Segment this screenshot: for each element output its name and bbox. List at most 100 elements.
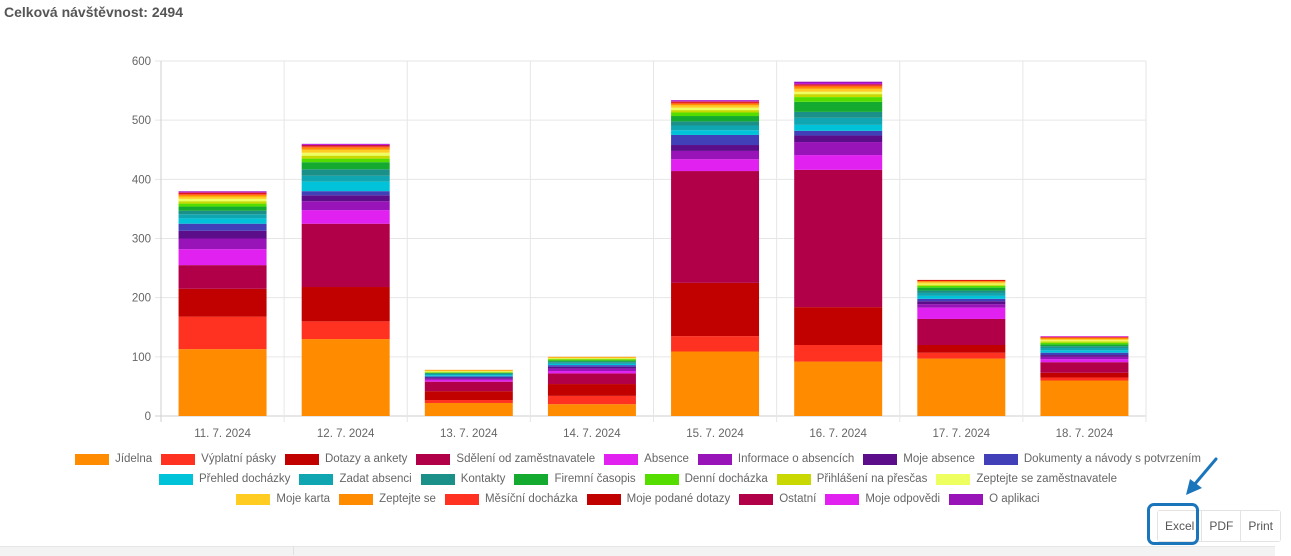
bar-segment [547, 373, 636, 385]
table-column-divider [293, 546, 294, 555]
legend-item[interactable]: Ostatní [739, 493, 816, 505]
bar-segment [917, 304, 1006, 308]
legend-label: Kontakty [460, 473, 506, 485]
bar-segment [917, 287, 1006, 291]
bar-segment [178, 192, 267, 194]
legend-item[interactable]: Výplatní pásky [161, 453, 276, 465]
bar-segment [178, 192, 267, 193]
bar-segment [178, 191, 267, 193]
bar-segment [547, 360, 636, 362]
bar-segment [547, 404, 636, 416]
legend-row: Moje karta Zeptejte se Měsíční docházka Moj… [138, 489, 1138, 509]
bar-segment [301, 149, 390, 153]
bar-segment [917, 307, 1006, 319]
bar-segment [671, 100, 760, 102]
bar-segment [794, 91, 883, 95]
bar-segment [1040, 380, 1129, 416]
bar-segment [178, 230, 267, 239]
legend-swatch [444, 493, 479, 505]
bar-segment [917, 284, 1006, 286]
bar-segment [1040, 342, 1129, 345]
legend-item[interactable]: Absence [604, 453, 689, 465]
bar-segment [178, 201, 267, 204]
bar-segment [917, 292, 1006, 296]
legend-label: Jídelna [115, 453, 153, 465]
bar-segment [917, 352, 1006, 359]
legend-label: Zadat absenci [339, 473, 412, 485]
excel-export-button[interactable]: Excel [1158, 511, 1203, 541]
legend-item[interactable]: Dokumenty a návody s potvrzením [983, 453, 1201, 465]
bar-segment [671, 171, 760, 283]
bar-segment [794, 101, 883, 112]
bar-segment [917, 283, 1006, 285]
legend-item[interactable]: Zeptejte se [339, 493, 436, 505]
bar-segment [547, 359, 636, 361]
legend-item[interactable]: Jídelna [75, 453, 152, 465]
legend-swatch [416, 453, 451, 465]
legend-item[interactable]: Dotazy a ankety [284, 453, 407, 465]
bar-segment [671, 110, 760, 113]
bar-segment [178, 214, 267, 219]
bar-segment [794, 84, 883, 86]
legend-item[interactable]: Denní docházka [644, 473, 768, 485]
legend-item[interactable]: Kontakty [420, 473, 506, 485]
legend-item[interactable]: Zadat absenci [299, 473, 412, 485]
bar-segment [301, 175, 390, 182]
bar-segment [424, 376, 513, 378]
bar-segment [671, 107, 760, 111]
bar-segment [671, 121, 760, 126]
bar-segment [424, 371, 513, 372]
y-tick-label: 300 [132, 234, 151, 246]
bar-segment [424, 400, 513, 403]
legend-label: Moje karta [276, 493, 331, 505]
bar-segment [671, 100, 760, 101]
print-button[interactable]: Print [1241, 511, 1281, 541]
legend-item[interactable]: Firemní časopis [514, 473, 636, 485]
bar-segment [671, 102, 760, 104]
legend-item[interactable]: Přihlášení na přesčas [776, 473, 928, 485]
page-title: Celková návštěvnost: 2494 [4, 4, 183, 20]
bar-segment [178, 194, 267, 197]
bar-segment [178, 218, 267, 224]
bar-segment [1040, 346, 1129, 348]
bar-segment [424, 373, 513, 376]
legend-swatch [299, 473, 334, 485]
legend-item[interactable]: Moje absence [863, 453, 975, 465]
y-tick-label: 500 [132, 115, 151, 127]
bar-segment [917, 295, 1006, 299]
bar-segment [178, 316, 267, 350]
legend-item[interactable]: Moje odpovědi [825, 493, 940, 505]
bar-segment [547, 358, 636, 359]
legend-item[interactable]: O aplikaci [949, 493, 1040, 505]
legend-item[interactable]: Zeptejte se zaměstnavatele [936, 473, 1117, 485]
legend-label: Moje podané dotazy [626, 493, 731, 505]
bar-segment [547, 384, 636, 396]
legend-item[interactable]: Moje podané dotazy [586, 493, 731, 505]
legend-item[interactable]: Měsíční docházka [444, 493, 578, 505]
legend-label: Zeptejte se zaměstnavatele [976, 473, 1117, 485]
legend-label: Přihlášení na přesčas [816, 473, 928, 485]
legend-item[interactable]: Sdělení od zaměstnavatele [416, 453, 595, 465]
bar-segment [301, 155, 390, 159]
pdf-export-button[interactable]: PDF [1202, 511, 1242, 541]
bar-segment [794, 345, 883, 362]
legend-label: Informace o absencích [737, 453, 855, 465]
y-tick-label: 400 [132, 174, 151, 186]
bar-segment [424, 375, 513, 377]
y-tick-label: 600 [132, 56, 151, 68]
legend-swatch [514, 473, 549, 485]
bar-segment [917, 282, 1006, 284]
bar-segment [917, 345, 1006, 353]
bar-segment [794, 117, 883, 125]
bar-segment [1040, 362, 1129, 373]
bar-segment [671, 101, 760, 102]
bar-segment [794, 81, 883, 84]
legend-item[interactable]: Moje karta [236, 493, 330, 505]
legend-item[interactable]: Přehled docházky [159, 473, 290, 485]
bar-segment [547, 362, 636, 364]
bar-segment [178, 238, 267, 250]
bar-segment [671, 159, 760, 172]
legend-label: Měsíční docházka [484, 493, 578, 505]
legend-item[interactable]: Informace o absencích [697, 453, 855, 465]
bar-segment [178, 206, 267, 211]
